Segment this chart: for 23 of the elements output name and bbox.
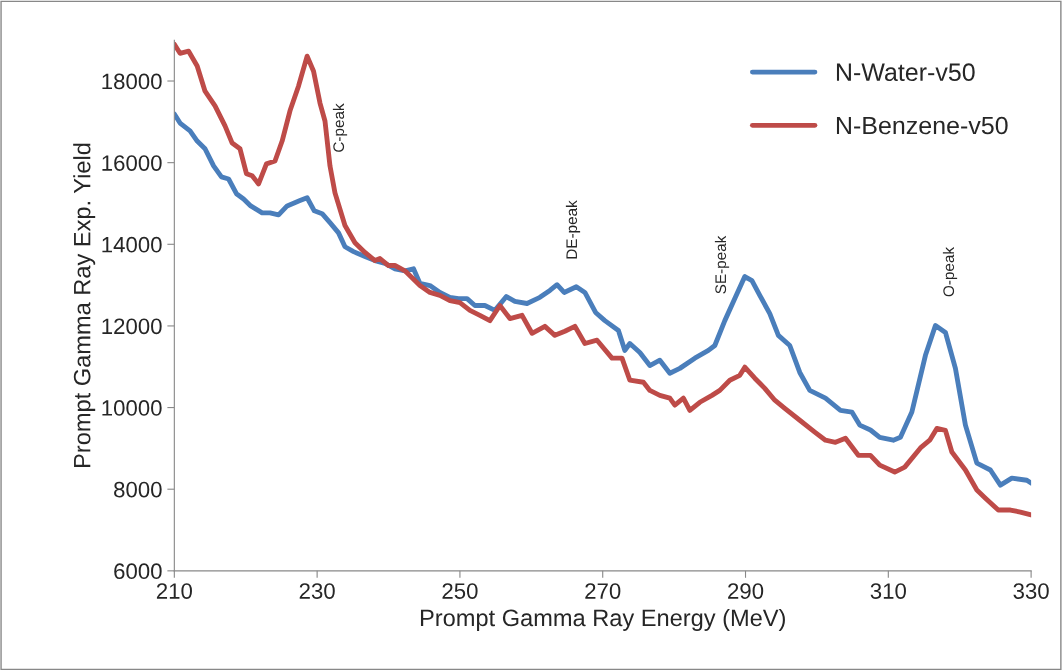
y-tick-label: 8000 <box>114 481 162 498</box>
annotation: DE-peak <box>565 200 581 259</box>
y-tick-label: 18000 <box>102 73 162 90</box>
x-axis-title: Prompt Gamma Ray Energy (MeV) <box>420 608 785 631</box>
annotation: SE-peak <box>714 235 730 294</box>
y-axis-title: Prompt Gamma Ray Exp. Yield <box>73 143 96 467</box>
x-tick-label: 210 <box>156 583 192 599</box>
y-tick-label: 10000 <box>102 400 162 416</box>
x-tick-label: 330 <box>1013 583 1049 599</box>
x-tick-label: 290 <box>728 583 764 599</box>
y-tick-label: 12000 <box>102 318 162 335</box>
legend-label: N-Benzene-v50 <box>836 116 1008 135</box>
y-tick-label: 6000 <box>114 563 162 580</box>
y-tick-label: 14000 <box>102 236 162 253</box>
line-series <box>174 41 1032 518</box>
x-tick-label: 310 <box>870 583 906 599</box>
y-tick-label: 16000 <box>102 155 162 171</box>
annotation: O-peak <box>942 246 958 297</box>
legend-label: N-Water-v50 <box>836 63 975 82</box>
x-tick-label: 250 <box>442 583 478 599</box>
x-tick-label: 270 <box>585 583 621 599</box>
annotation: C-peak <box>332 103 348 152</box>
x-tick-label: 230 <box>299 583 335 599</box>
